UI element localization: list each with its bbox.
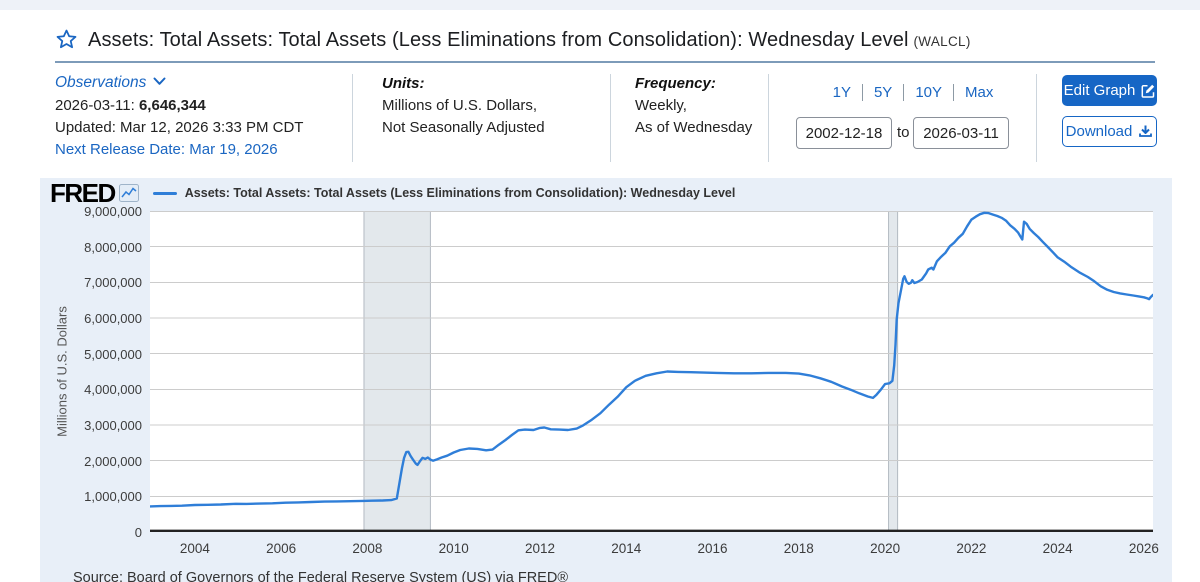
- date-from-input[interactable]: [796, 117, 892, 149]
- x-tick-label: 2022: [956, 541, 987, 556]
- y-tick-label: 2,000,000: [84, 453, 142, 469]
- divider: [610, 74, 611, 162]
- units-value-1: Millions of U.S. Dollars,: [382, 97, 538, 114]
- legend-label: Assets: Total Assets: Total Assets (Less…: [184, 186, 736, 200]
- chevron-down-icon: [153, 77, 166, 85]
- y-tick-label: 5,000,000: [84, 346, 142, 362]
- range-separator: [903, 84, 905, 101]
- favorite-star-icon[interactable]: [54, 27, 79, 52]
- x-tick-label: 2018: [783, 541, 814, 556]
- top-bar: [0, 0, 1200, 10]
- page-title: Assets: Total Assets: Total Assets (Less…: [88, 29, 971, 51]
- x-tick-label: 2008: [352, 541, 383, 556]
- edit-icon: [1141, 84, 1155, 98]
- series-id: (WALCL): [913, 34, 971, 49]
- x-tick-label: 2020: [870, 541, 901, 556]
- download-icon: [1139, 125, 1153, 137]
- x-tick-label: 2026: [1128, 541, 1159, 556]
- title-divider: [55, 61, 1155, 63]
- range-separator: [861, 84, 863, 101]
- range-separator: [953, 84, 955, 101]
- y-tick-label: 1,000,000: [84, 489, 142, 505]
- series-line: [150, 211, 1153, 508]
- y-tick-label: 4,000,000: [84, 382, 142, 398]
- legend-line-swatch: [152, 191, 177, 195]
- range-button-5y[interactable]: 5Y: [873, 84, 893, 101]
- edit-graph-button[interactable]: Edit Graph: [1062, 75, 1157, 106]
- chart-area: FRED Assets: Total Assets: Total Assets …: [40, 178, 1172, 582]
- x-tick-label: 2014: [611, 541, 642, 556]
- date-to-input[interactable]: [913, 117, 1009, 149]
- y-tick-label: 3,000,000: [84, 418, 142, 433]
- divider: [768, 74, 769, 162]
- latest-observation-value: 6,646,344: [138, 97, 206, 114]
- x-tick-label: 2004: [179, 541, 210, 556]
- fred-logo[interactable]: FRED: [50, 177, 116, 208]
- frequency-value-1: Weekly,: [635, 97, 687, 114]
- divider: [352, 74, 353, 162]
- gridlines: [150, 211, 1153, 497]
- units-label: Units:: [382, 75, 425, 92]
- range-selector: 1Y 5Y 10Y Max: [796, 84, 1030, 101]
- source-attribution: Source: Board of Governors of the Federa…: [73, 570, 569, 582]
- x-tick-label: 2010: [438, 541, 469, 556]
- date-range-to-label: to: [897, 124, 910, 141]
- fred-logo-chart-icon: [118, 184, 139, 202]
- range-button-1y[interactable]: 1Y: [832, 84, 851, 101]
- next-release-link[interactable]: Next Release Date: Mar 19, 2026: [55, 141, 278, 158]
- y-tick-label: 6,000,000: [84, 311, 142, 326]
- frequency-value-2: As of Wednesday: [635, 119, 753, 136]
- y-tick-label: 8,000,000: [84, 239, 142, 255]
- range-button-max[interactable]: Max: [965, 84, 994, 101]
- y-tick-label: 0: [134, 525, 142, 540]
- x-tick-label: 2024: [1042, 541, 1073, 556]
- observations-dropdown[interactable]: Observations: [55, 74, 166, 92]
- divider: [1036, 74, 1037, 162]
- units-value-2: Not Seasonally Adjusted: [382, 119, 545, 136]
- download-button[interactable]: Download: [1062, 116, 1157, 147]
- recession-bands: [363, 211, 899, 532]
- plot-area[interactable]: [150, 211, 1153, 532]
- latest-observation: 2026-03-11: 6,646,344: [55, 97, 206, 114]
- updated-timestamp: Updated: Mar 12, 2026 3:33 PM CDT: [55, 119, 304, 136]
- range-button-10y[interactable]: 10Y: [915, 84, 943, 101]
- x-tick-label: 2006: [266, 541, 297, 556]
- frequency-label: Frequency:: [635, 75, 716, 92]
- x-tick-label: 2012: [524, 541, 555, 556]
- y-tick-label: 9,000,000: [84, 204, 142, 219]
- y-tick-label: 7,000,000: [84, 275, 142, 291]
- x-tick-label: 2016: [697, 541, 728, 556]
